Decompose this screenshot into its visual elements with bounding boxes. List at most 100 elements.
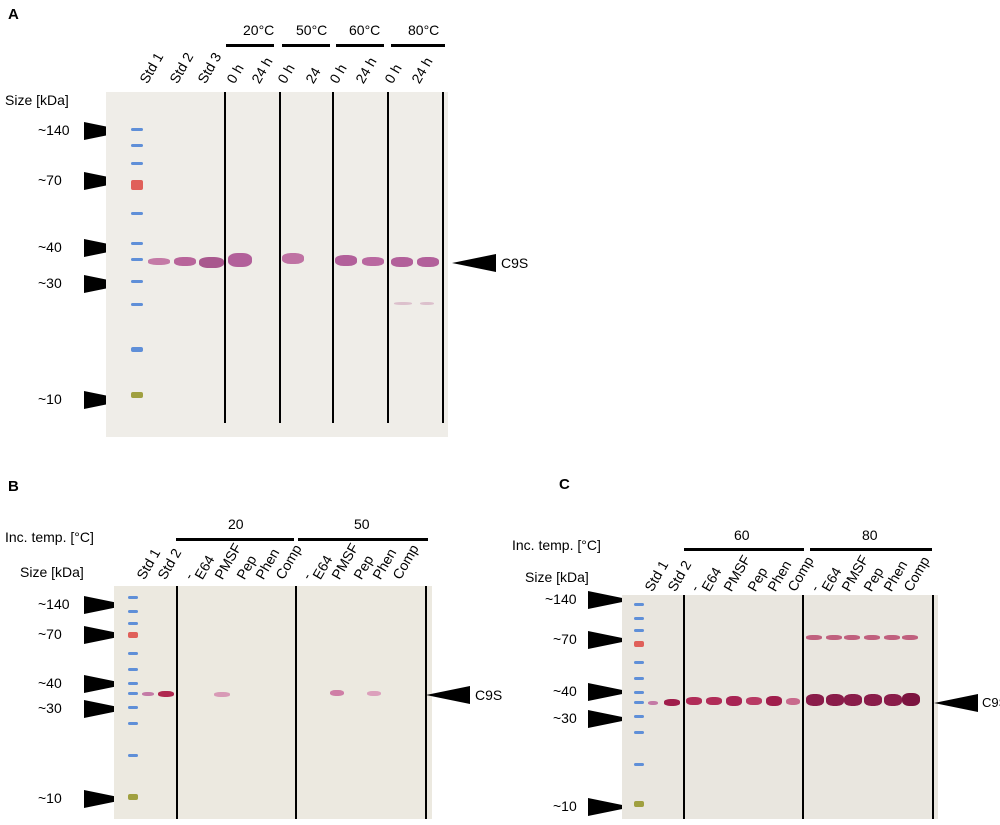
panel-b-temp-header: Inc. temp. [°C] (5, 529, 94, 545)
panel-c-temp-bar (684, 548, 804, 551)
protein-band (806, 635, 822, 640)
panel-c-temp-header: Inc. temp. [°C] (512, 537, 601, 553)
ladder-band (128, 668, 138, 671)
target-arrow-icon (426, 686, 470, 704)
panel-a-lane-label: 24 h (408, 54, 436, 86)
panel-a-lane-label: 24 h (352, 54, 380, 86)
ladder-band (128, 692, 138, 695)
protein-band (786, 698, 800, 705)
panel-a-marker-140: ~140 (38, 122, 70, 138)
marker-arrow-icon (588, 710, 632, 728)
panel-c-temp-80: 80 (862, 527, 878, 543)
ladder-band (128, 682, 138, 685)
panel-a-lane-label: Std 2 (166, 49, 197, 86)
marker-arrow-icon (588, 798, 632, 816)
panel-a-temp-bar (226, 44, 274, 47)
ladder-band (131, 392, 143, 398)
ladder-band (128, 722, 138, 725)
panel-c-marker-30: ~30 (553, 710, 577, 726)
protein-band (726, 696, 742, 706)
ladder-band (131, 162, 143, 165)
protein-band (864, 635, 880, 640)
panel-b-temp-bar (176, 538, 294, 541)
ladder-band (128, 706, 138, 709)
protein-band (844, 635, 860, 640)
protein-band (902, 635, 918, 640)
ladder-band (131, 347, 143, 352)
protein-band (884, 694, 902, 706)
marker-arrow-icon (588, 631, 632, 649)
ladder-band (131, 128, 143, 131)
panel-c-marker-140: ~140 (545, 591, 577, 607)
lane-divider (295, 586, 297, 819)
ladder-band (131, 258, 143, 261)
lane-divider (279, 92, 281, 423)
ladder-band (128, 754, 138, 757)
protein-band (706, 697, 722, 705)
ladder-band (634, 691, 644, 694)
protein-band (826, 694, 844, 706)
protein-band (335, 255, 357, 266)
panel-c-marker-70: ~70 (553, 631, 577, 647)
ladder-band (634, 617, 644, 620)
panel-a-marker-70: ~70 (38, 172, 62, 188)
ladder-band (131, 280, 143, 283)
panel-a-lane-label: 24 (302, 64, 324, 86)
ladder-band (634, 715, 644, 718)
panel-a-lane-label: 0 h (274, 61, 298, 86)
panel-a-size-header: Size [kDa] (5, 92, 69, 108)
target-arrow-icon (452, 254, 496, 272)
protein-band (864, 694, 882, 706)
ladder-band (634, 661, 644, 664)
panel-a-temp-bar (282, 44, 330, 47)
marker-arrow-icon (588, 683, 632, 701)
protein-band (766, 696, 782, 706)
lane-divider (425, 586, 427, 819)
ladder-band (634, 801, 644, 807)
ladder-band (634, 731, 644, 734)
lane-divider (387, 92, 389, 423)
protein-band (417, 257, 439, 267)
ladder-band (128, 610, 138, 613)
lane-divider (932, 595, 934, 819)
panel-b-marker-40: ~40 (38, 675, 62, 691)
ladder-band (634, 641, 644, 647)
ladder-band (131, 180, 143, 190)
panel-a-temp-80: 80°C (408, 22, 440, 38)
lane-divider (802, 595, 804, 819)
protein-band (884, 635, 900, 640)
ladder-band (128, 632, 138, 638)
lane-divider (442, 92, 444, 423)
protein-band (844, 694, 862, 706)
panel-a-marker-40: ~40 (38, 239, 62, 255)
ladder-band (128, 652, 138, 655)
ladder-band (131, 242, 143, 245)
panel-b-marker-140: ~140 (38, 596, 70, 612)
panel-b-marker-10: ~10 (38, 790, 62, 806)
ladder-band (128, 794, 138, 800)
panel-c-blot (622, 595, 938, 819)
panel-a-marker-30: ~30 (38, 275, 62, 291)
panel-b-size-header: Size [kDa] (20, 564, 84, 580)
protein-band (214, 692, 230, 697)
protein-band (362, 257, 384, 266)
panel-a-blot (106, 92, 448, 437)
panel-b-letter: B (8, 478, 19, 495)
ladder-band (634, 763, 644, 766)
protein-band (420, 302, 434, 305)
panel-b-marker-30: ~30 (38, 700, 62, 716)
protein-band (228, 253, 252, 267)
protein-band (686, 697, 702, 705)
protein-band (282, 253, 304, 264)
panel-a-letter: A (8, 6, 19, 23)
lane-divider (224, 92, 226, 423)
protein-band (746, 697, 762, 705)
protein-band (664, 699, 680, 706)
protein-band (391, 257, 413, 267)
panel-a-temp-20: 20°C (243, 22, 275, 38)
panel-a-lane-label: Std 3 (194, 49, 225, 86)
panel-b-temp-bar (298, 538, 428, 541)
protein-band (826, 635, 842, 640)
ladder-band (634, 677, 644, 680)
lane-divider (683, 595, 685, 819)
